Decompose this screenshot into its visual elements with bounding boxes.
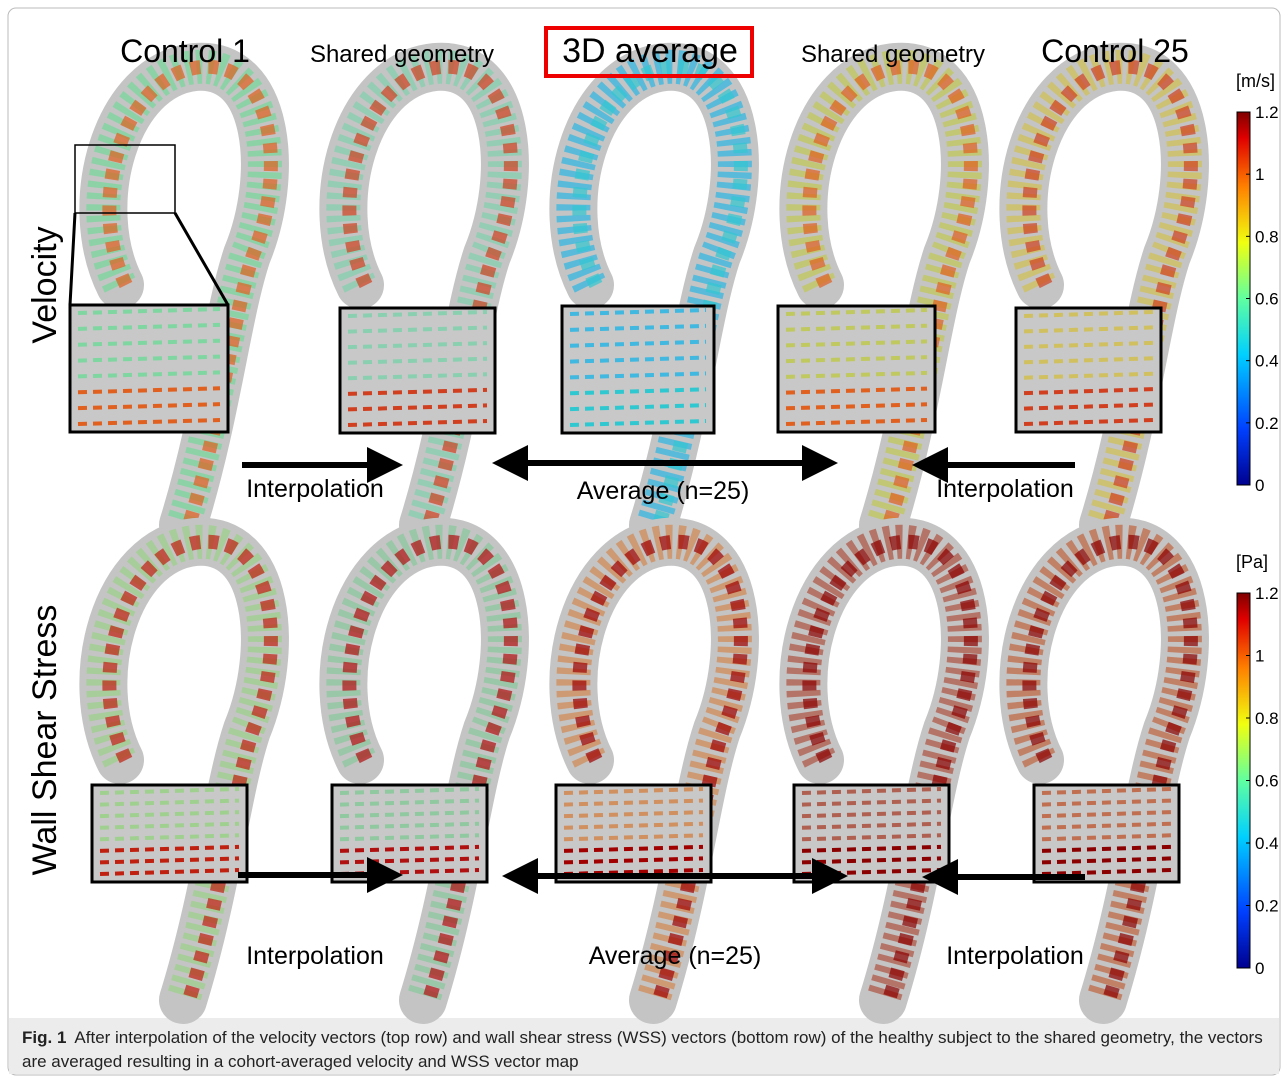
colorbar-tick-label: 0.8 xyxy=(1255,227,1279,246)
aorta xyxy=(803,67,971,525)
colorbar-tick-label: 0.4 xyxy=(1255,834,1279,853)
column-title: 3D average xyxy=(562,32,738,70)
arrow-label: Interpolation xyxy=(246,942,384,970)
column-title: Control 1 xyxy=(120,33,250,69)
aorta xyxy=(103,542,271,1000)
arrow-label: Average (n=25) xyxy=(589,942,762,970)
aorta xyxy=(103,67,271,525)
aorta xyxy=(803,542,971,1000)
aorta xyxy=(573,542,741,1000)
colorbar-unit: [Pa] xyxy=(1236,552,1268,572)
colorbar-tick-label: 0 xyxy=(1255,959,1264,978)
caption-label: Fig. 1 xyxy=(22,1028,66,1047)
figure: Control 1 Shared geometry 3D average Shared… xyxy=(0,0,1287,1082)
colorbar-tick-label: 0 xyxy=(1255,476,1264,495)
colorbar-tick-label: 1 xyxy=(1255,647,1264,666)
caption-text: After interpolation of the velocity vect… xyxy=(22,1028,1263,1071)
aorta xyxy=(343,542,511,1000)
colorbar-tick-label: 0.2 xyxy=(1255,414,1279,433)
colorbar-tick-label: 1.2 xyxy=(1255,103,1279,122)
row-label: Wall Shear Stress xyxy=(26,605,64,876)
arrow-label: Interpolation xyxy=(936,475,1074,503)
row-label: Velocity xyxy=(26,226,64,343)
colorbar-tick-label: 0.2 xyxy=(1255,897,1279,916)
aorta xyxy=(1023,542,1191,1000)
colorbar-tick-label: 1.2 xyxy=(1255,584,1279,603)
column-title: Control 25 xyxy=(1041,33,1189,69)
caption: Fig. 1After interpolation of the velocit… xyxy=(22,1026,1267,1074)
column-title: Shared geometry xyxy=(310,41,494,68)
aorta xyxy=(343,67,511,525)
aorta xyxy=(1023,67,1191,525)
colorbar-tick-label: 0.6 xyxy=(1255,290,1279,309)
page: Control 1 Shared geometry 3D average Shared… xyxy=(0,0,1287,1082)
inset xyxy=(1034,785,1179,882)
colorbar-tick-label: 1 xyxy=(1255,165,1264,184)
colorbar-tick-label: 0.4 xyxy=(1255,352,1279,371)
arrow-label: Interpolation xyxy=(946,942,1084,970)
arrow-label: Average (n=25) xyxy=(577,477,750,505)
inset xyxy=(1016,308,1161,432)
arrow-label: Interpolation xyxy=(246,475,384,503)
colorbar-unit: [m/s] xyxy=(1236,71,1275,91)
aorta xyxy=(573,67,741,525)
column-title: Shared geometry xyxy=(801,41,985,68)
colorbar-tick-label: 0.6 xyxy=(1255,772,1279,791)
colorbar-tick-label: 0.8 xyxy=(1255,709,1279,728)
